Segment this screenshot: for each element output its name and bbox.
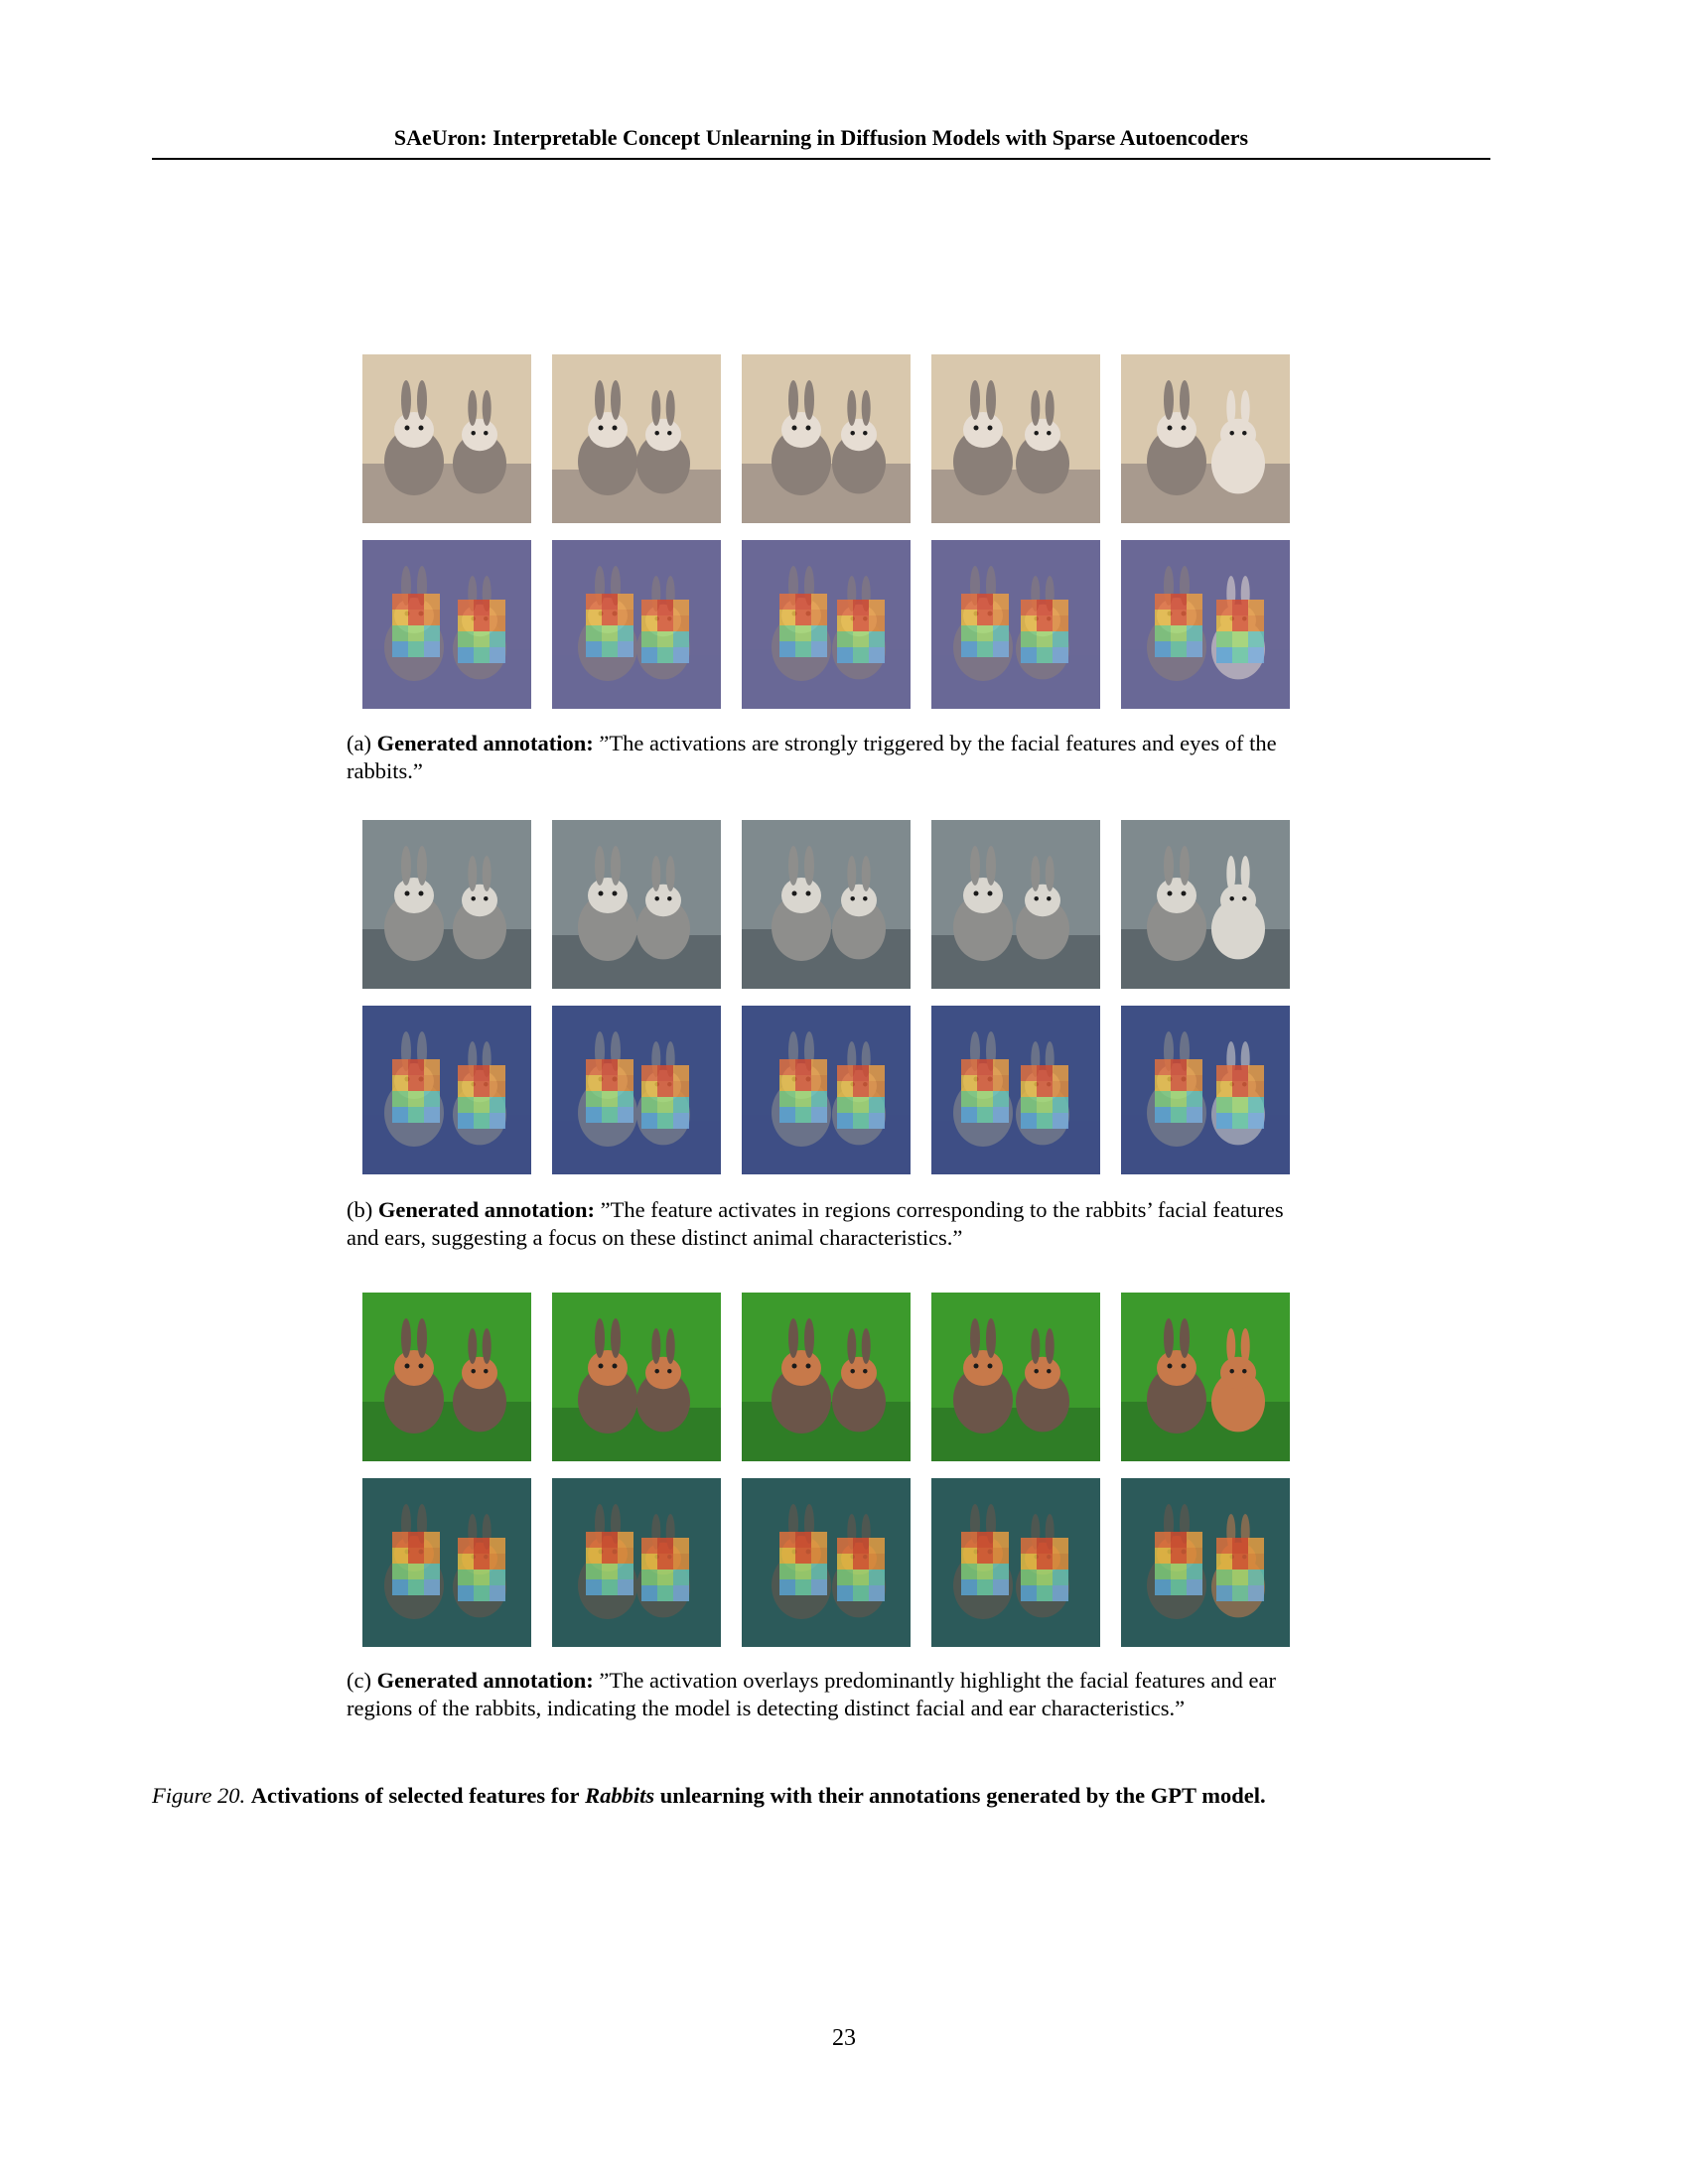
sample-image xyxy=(1121,354,1290,523)
sample-image xyxy=(362,820,531,989)
panel-c-annotation-text: ”The activation overlays predominantly h… xyxy=(347,1668,1276,1720)
panel-a-caption: (a) Generated annotation: ”The activatio… xyxy=(347,730,1306,785)
sample-image xyxy=(742,820,911,989)
activation-overlay-image xyxy=(1121,540,1290,709)
panel-c-label: (c) xyxy=(347,1668,371,1693)
panel-b-annotation-text: ”The feature activates in regions corres… xyxy=(347,1197,1284,1250)
activation-overlay-image xyxy=(1121,1006,1290,1174)
panel-c-caption: (c) Generated annotation: ”The activatio… xyxy=(347,1667,1306,1722)
activation-overlay-image xyxy=(552,1006,721,1174)
sample-image xyxy=(362,354,531,523)
figure-label: Figure 20. xyxy=(152,1783,246,1808)
sample-image xyxy=(931,820,1100,989)
panel-a-annotation-label: Generated annotation: xyxy=(376,731,594,755)
activation-overlay-image xyxy=(552,1478,721,1647)
panel-b-caption: (b) Generated annotation: ”The feature a… xyxy=(347,1196,1306,1252)
figure-caption-emphasis: Rabbits xyxy=(585,1783,655,1808)
panel-c-activations-row xyxy=(362,1478,1290,1647)
panel-b-samples-row xyxy=(362,820,1290,989)
panel-c-samples-row xyxy=(362,1293,1290,1461)
sample-image xyxy=(552,820,721,989)
sample-image xyxy=(742,354,911,523)
panel-a-activations-row xyxy=(362,540,1290,709)
page-number: 23 xyxy=(832,2025,856,2051)
activation-overlay-image xyxy=(1121,1478,1290,1647)
activation-overlay-image xyxy=(552,540,721,709)
sample-image xyxy=(931,1293,1100,1461)
panel-b-label: (b) xyxy=(347,1197,373,1222)
panel-c-annotation-label: Generated annotation: xyxy=(376,1668,594,1693)
sample-image xyxy=(552,1293,721,1461)
panel-b-annotation-label: Generated annotation: xyxy=(377,1197,595,1222)
figure-caption-text-before: Activations of selected features for xyxy=(250,1783,580,1808)
sample-image xyxy=(362,1293,531,1461)
activation-overlay-image xyxy=(931,1006,1100,1174)
figure-caption: Figure 20. Activations of selected featu… xyxy=(152,1782,1490,1810)
sample-image xyxy=(1121,820,1290,989)
activation-overlay-image xyxy=(742,1006,911,1174)
activation-overlay-image xyxy=(742,540,911,709)
activation-overlay-image xyxy=(931,1478,1100,1647)
sample-image xyxy=(1121,1293,1290,1461)
running-header: SAeUron: Interpretable Concept Unlearnin… xyxy=(393,125,1249,150)
panel-a-annotation-text: ”The activations are strongly triggered … xyxy=(347,731,1277,783)
activation-overlay-image xyxy=(362,540,531,709)
activation-overlay-image xyxy=(931,540,1100,709)
sample-image xyxy=(742,1293,911,1461)
header-rule xyxy=(152,158,1490,160)
activation-overlay-image xyxy=(362,1006,531,1174)
panel-a-samples-row xyxy=(362,354,1290,523)
figure-caption-text-after: unlearning with their annotations genera… xyxy=(659,1783,1266,1808)
activation-overlay-image xyxy=(362,1478,531,1647)
activation-overlay-image xyxy=(742,1478,911,1647)
sample-image xyxy=(552,354,721,523)
panel-a-label: (a) xyxy=(347,731,371,755)
sample-image xyxy=(931,354,1100,523)
panel-b-activations-row xyxy=(362,1006,1290,1174)
